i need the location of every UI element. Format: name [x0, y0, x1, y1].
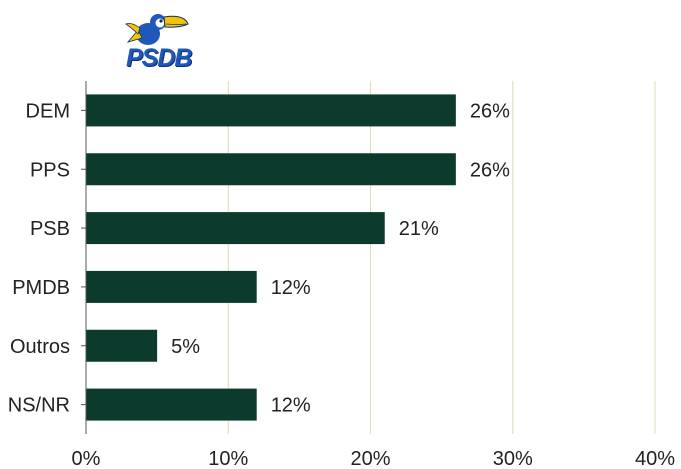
- category-label: PPS: [30, 159, 70, 181]
- value-label: 26%: [470, 100, 510, 122]
- x-tick-label: 30%: [493, 448, 533, 469]
- category-label: DEM: [26, 100, 70, 122]
- category-label: NS/NR: [8, 395, 70, 417]
- value-label: 26%: [470, 159, 510, 181]
- bar: [86, 94, 456, 127]
- logo-text: PSDB: [126, 44, 192, 72]
- x-tick-label: 0%: [72, 448, 101, 469]
- value-label: 12%: [271, 395, 311, 417]
- bar: [86, 212, 385, 245]
- grid-lines: [227, 81, 656, 434]
- x-tick-label: 20%: [350, 448, 390, 469]
- bar: [86, 388, 257, 421]
- bar: [86, 153, 456, 186]
- axes: 0% 10% 20% 30% 40% DEM 26% PPS 26% PSB 21% PMDB 12% O…: [8, 81, 675, 469]
- toucan-icon: [125, 14, 189, 45]
- x-tick-label: 40%: [635, 448, 675, 469]
- category-label: PSB: [30, 218, 70, 240]
- bars: [86, 94, 456, 421]
- category-label: Outros: [10, 336, 70, 358]
- x-tick-label: 10%: [208, 448, 248, 469]
- bar: [86, 329, 158, 362]
- bar: [86, 270, 257, 303]
- value-label: 12%: [271, 277, 311, 299]
- value-label: 21%: [399, 218, 439, 240]
- category-label: PMDB: [12, 277, 70, 299]
- psdb-logo: PSDB: [122, 8, 202, 74]
- value-label: 5%: [171, 336, 200, 358]
